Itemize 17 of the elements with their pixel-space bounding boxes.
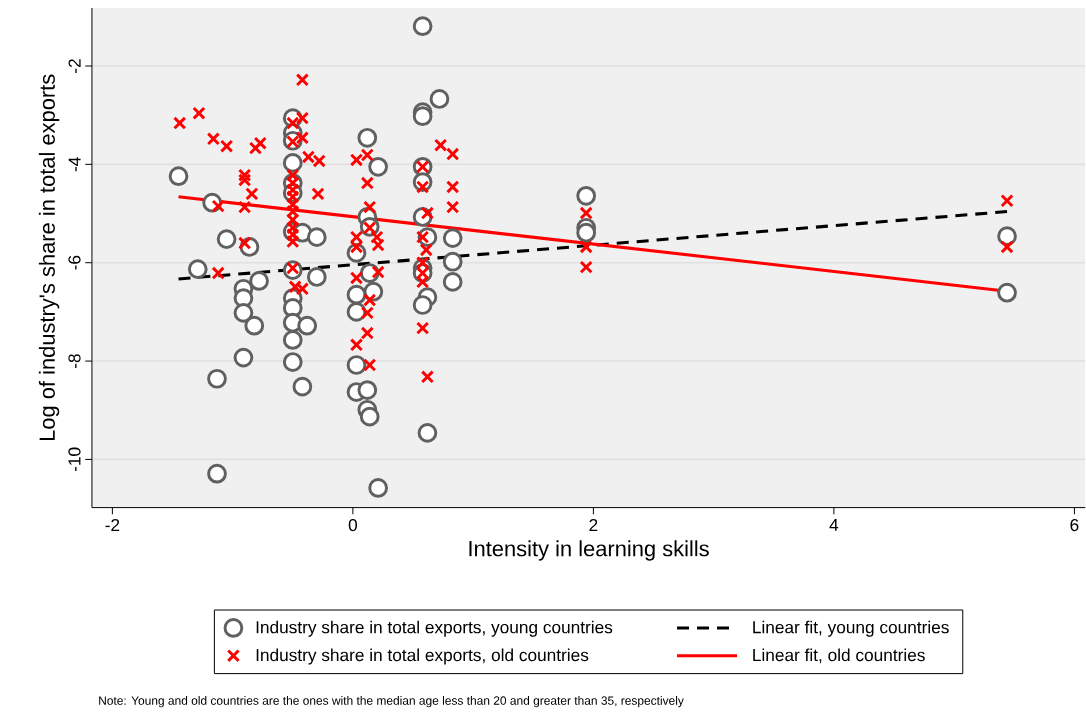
x-tick-label: 6 [1070,518,1079,531]
x-tick-label: 0 [348,518,358,531]
y-tick-label: -2 [68,58,81,73]
x-tick-label: -2 [105,518,120,531]
y-tick-label: -4 [68,156,81,172]
legend-label: Industry share in total exports, old countries [256,648,589,665]
y-axis-title: Log of industry's share in total exports [38,74,60,440]
text: Note: Young and old countries are the ones with the median age less than 20 and greater than 35, respectively [99,695,684,707]
y-tick-label: -8 [68,353,81,368]
legend-label: Linear fit, young countries [753,620,949,637]
x-axis-title: Intensity in learning skills [469,540,709,561]
x-tick-label: 4 [829,518,839,531]
legend-label: Linear fit, old countries [753,648,925,663]
x-tick-label: 2 [589,518,598,531]
legend-label: Industry share in total exports, young countries [256,620,613,637]
y-tick-label: -10 [68,447,81,471]
y-tick-label: -6 [68,255,81,270]
